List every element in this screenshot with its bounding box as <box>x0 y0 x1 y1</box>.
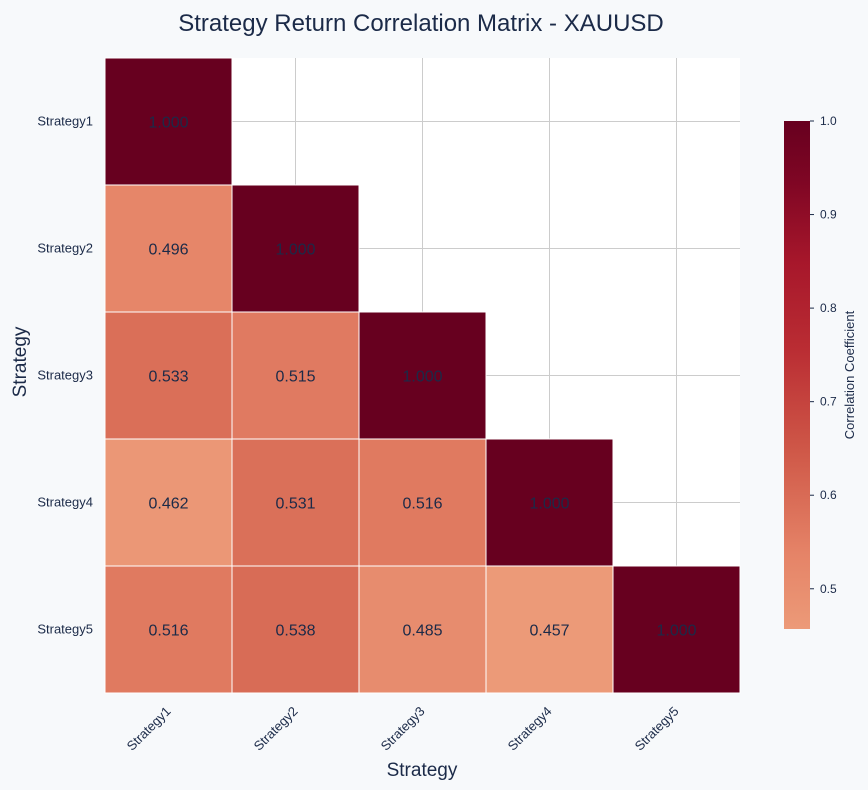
cell-value-label: 1.000 <box>275 242 315 259</box>
y-tick-label: Strategy5 <box>37 622 93 637</box>
cell-value-label: 0.485 <box>402 623 442 640</box>
heatmap-cell <box>231 184 360 313</box>
heatmap-cell <box>231 311 360 440</box>
cell-value-label: 0.516 <box>402 496 442 513</box>
colorbar-tick-label: 1.0 <box>820 114 837 128</box>
cell-value-label: 0.462 <box>148 496 188 513</box>
y-tick-label: Strategy4 <box>37 495 93 510</box>
cell-value-label: 0.516 <box>148 623 188 640</box>
colorbar-tick-label: 0.5 <box>820 582 837 596</box>
heatmap-cell <box>231 565 360 694</box>
colorbar-tick-label: 0.9 <box>820 208 837 222</box>
colorbar-tick-label: 0.7 <box>820 395 837 409</box>
x-tick-label: Strategy2 <box>251 704 301 754</box>
x-axis-label: Strategy <box>387 760 458 781</box>
x-tick-labels: Strategy1 Strategy2 Strategy3 Strategy4 Stra… <box>124 704 682 754</box>
x-tick-label: Strategy4 <box>505 704 555 754</box>
heatmap-cell <box>358 438 487 567</box>
heatmap-cell <box>104 565 233 694</box>
y-tick-label: Strategy3 <box>37 368 93 383</box>
y-axis-label: Strategy <box>10 326 31 397</box>
colorbar-label: Correlation Coefficient <box>842 310 857 439</box>
chart-title: Strategy Return Correlation Matrix - XAU… <box>178 10 663 37</box>
cell-value-label: 0.496 <box>148 242 188 259</box>
heatmap-cell <box>358 565 487 694</box>
x-tick-label: Strategy5 <box>632 704 682 754</box>
cell-value-labels: 1.000 0.496 1.000 0.533 0.515 1.000 0.462 0.531… <box>148 115 696 640</box>
x-tick-label: Strategy3 <box>378 704 428 754</box>
heatmap-cell <box>612 565 741 694</box>
y-tick-label: Strategy2 <box>37 241 93 256</box>
heatmap-cell <box>104 184 233 313</box>
heatmap-cell <box>104 438 233 567</box>
cell-value-label: 0.538 <box>275 623 315 640</box>
cell-value-label: 0.531 <box>275 496 315 513</box>
colorbar-tick-label: 0.8 <box>820 301 837 315</box>
cell-value-label: 0.457 <box>529 623 569 640</box>
cell-value-label: 0.533 <box>148 369 188 386</box>
colorbar-tick-label: 0.6 <box>820 488 837 502</box>
heatmap-cell <box>104 57 233 186</box>
heatmap-cells <box>104 57 741 694</box>
colorbar <box>784 121 810 629</box>
cell-value-label: 1.000 <box>148 115 188 132</box>
cell-value-label: 0.515 <box>275 369 315 386</box>
cell-value-label: 1.000 <box>656 623 696 640</box>
colorbar-ticks: 0.5 0.6 0.7 0.8 0.9 1.0 <box>810 114 837 596</box>
y-tick-label: Strategy1 <box>37 114 93 129</box>
heatmap-cell <box>485 565 614 694</box>
x-tick-label: Strategy1 <box>124 704 174 754</box>
cell-value-label: 1.000 <box>529 496 569 513</box>
cell-value-label: 1.000 <box>402 369 442 386</box>
y-tick-labels: Strategy1 Strategy2 Strategy3 Strategy4 Stra… <box>37 114 93 637</box>
heatmap-cell <box>485 438 614 567</box>
